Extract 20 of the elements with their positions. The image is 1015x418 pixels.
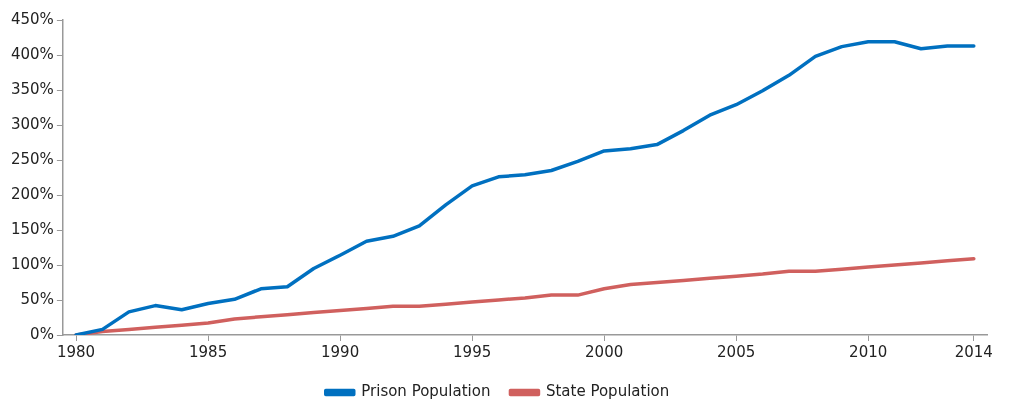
legend-label: Prison Population	[361, 382, 491, 401]
y-tick-label: 200%	[10, 184, 54, 203]
x-tick-label: 1980	[56, 342, 96, 361]
y-tick-label: 300%	[10, 114, 54, 133]
y-tick-label: 150%	[10, 219, 54, 238]
x-tick-label: 1985	[189, 342, 228, 361]
legend-label: State Population	[545, 382, 670, 401]
y-tick-label: 100%	[10, 254, 54, 273]
y-tick-label: 0%	[30, 324, 54, 343]
y-tick-label: 400%	[10, 44, 54, 63]
x-tick-label: 2000	[585, 342, 624, 361]
x-tick-label: 2014	[954, 342, 993, 361]
y-tick-label: 250%	[10, 149, 54, 168]
x-tick-label: 2010	[849, 342, 888, 361]
y-tick-label: 50%	[20, 289, 54, 308]
x-tick-label: 1995	[453, 342, 492, 361]
x-tick-label: 1990	[321, 342, 360, 361]
y-tick-label: 350%	[10, 79, 54, 98]
y-tick-label: 450%	[10, 9, 54, 28]
x-tick-label: 2005	[717, 342, 756, 361]
